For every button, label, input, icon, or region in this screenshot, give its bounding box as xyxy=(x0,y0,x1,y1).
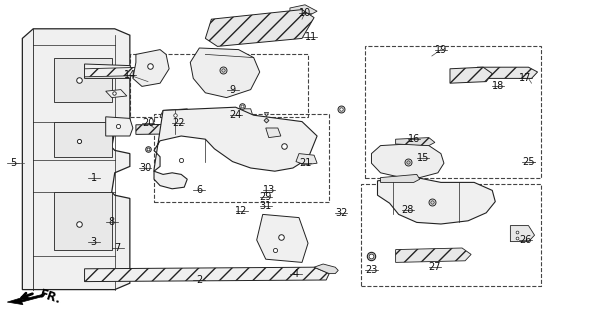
Text: 8: 8 xyxy=(109,217,115,228)
Text: 18: 18 xyxy=(492,81,504,92)
Polygon shape xyxy=(54,122,112,157)
Text: 28: 28 xyxy=(402,204,414,215)
Text: 16: 16 xyxy=(408,134,420,144)
Text: 15: 15 xyxy=(417,153,429,164)
Polygon shape xyxy=(450,67,492,83)
Polygon shape xyxy=(314,264,338,274)
Polygon shape xyxy=(54,192,112,250)
Text: FR.: FR. xyxy=(37,287,62,306)
Text: 22: 22 xyxy=(172,118,184,128)
Text: 20: 20 xyxy=(142,118,154,128)
Bar xyxy=(154,114,329,202)
Text: 2: 2 xyxy=(196,275,202,285)
Polygon shape xyxy=(22,29,130,290)
Text: 27: 27 xyxy=(429,262,441,272)
Polygon shape xyxy=(378,178,495,224)
Polygon shape xyxy=(7,294,45,305)
Polygon shape xyxy=(230,109,254,122)
Text: 32: 32 xyxy=(335,208,347,218)
Bar xyxy=(361,184,541,286)
Polygon shape xyxy=(190,48,260,98)
Polygon shape xyxy=(85,64,133,78)
Text: 9: 9 xyxy=(230,84,236,95)
Bar xyxy=(365,46,541,178)
Polygon shape xyxy=(85,67,157,77)
Polygon shape xyxy=(510,226,535,242)
Text: 25: 25 xyxy=(522,156,535,167)
Polygon shape xyxy=(85,267,329,282)
Polygon shape xyxy=(396,248,471,262)
Polygon shape xyxy=(381,174,420,182)
Text: 17: 17 xyxy=(519,73,532,84)
Polygon shape xyxy=(106,90,127,98)
Text: 24: 24 xyxy=(230,110,242,120)
Text: 12: 12 xyxy=(236,206,248,216)
Polygon shape xyxy=(290,5,317,18)
Text: 13: 13 xyxy=(263,185,275,196)
Text: 19: 19 xyxy=(435,44,447,55)
Text: 4: 4 xyxy=(293,268,299,279)
Text: 29: 29 xyxy=(260,192,272,202)
Polygon shape xyxy=(205,10,314,46)
Text: 1: 1 xyxy=(91,172,97,183)
Bar xyxy=(130,54,308,117)
Text: 5: 5 xyxy=(10,158,16,168)
Text: 3: 3 xyxy=(91,236,97,247)
Text: 21: 21 xyxy=(299,158,311,168)
Polygon shape xyxy=(133,50,169,86)
Polygon shape xyxy=(257,214,308,262)
Polygon shape xyxy=(371,144,444,178)
Text: 23: 23 xyxy=(365,265,378,276)
Polygon shape xyxy=(54,58,112,102)
Polygon shape xyxy=(160,109,190,122)
Polygon shape xyxy=(266,128,281,138)
Polygon shape xyxy=(106,117,133,136)
Text: 11: 11 xyxy=(305,32,317,42)
Text: 7: 7 xyxy=(115,243,121,253)
Text: 31: 31 xyxy=(260,201,272,212)
Text: 10: 10 xyxy=(299,8,311,18)
Polygon shape xyxy=(136,123,263,134)
Polygon shape xyxy=(154,107,317,189)
Text: 14: 14 xyxy=(124,70,136,80)
Text: 26: 26 xyxy=(519,235,532,245)
Polygon shape xyxy=(296,154,317,165)
Text: 6: 6 xyxy=(196,185,202,196)
Polygon shape xyxy=(477,67,538,78)
Text: 30: 30 xyxy=(139,163,151,173)
Polygon shape xyxy=(396,138,435,146)
